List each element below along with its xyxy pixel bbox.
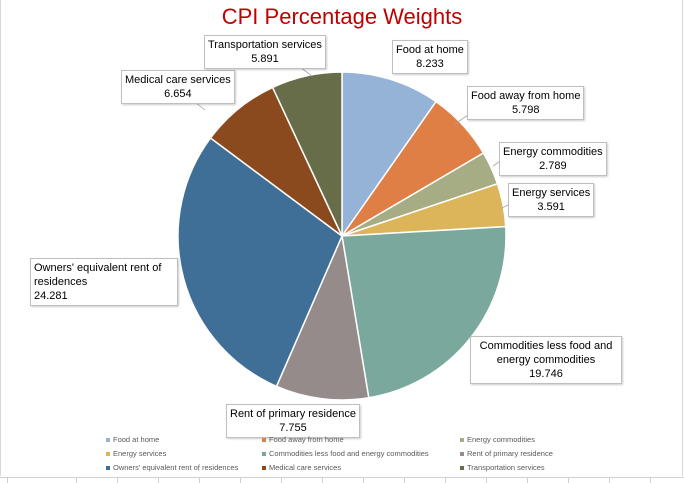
- legend-item[interactable]: Energy services: [106, 449, 166, 458]
- pie-chart: [177, 66, 509, 401]
- legend-swatch: [460, 466, 464, 471]
- legend-swatch: [106, 452, 110, 457]
- leader-line: [492, 161, 500, 167]
- data-label: Food at home 8.233: [392, 40, 468, 74]
- legend-swatch: [262, 438, 266, 443]
- legend-swatch: [460, 438, 464, 443]
- legend-label: Commodities less food and energy commodi…: [269, 449, 429, 458]
- legend-item[interactable]: Energy commodities: [460, 435, 535, 444]
- legend-swatch: [106, 466, 110, 471]
- data-label: Energy commodities 2.789: [499, 142, 607, 176]
- data-label-name: Energy commodities: [503, 146, 603, 158]
- data-label-value: 24.281: [34, 290, 68, 302]
- legend-item[interactable]: Owners' equivalent rent of residences: [106, 463, 238, 472]
- chart-title: CPI Percentage Weights: [221, 4, 463, 29]
- data-label-name: Commodities less food and energy commodi…: [479, 340, 613, 366]
- legend-label: Owners' equivalent rent of residences: [113, 463, 239, 472]
- legend-label: Medical care services: [269, 463, 342, 472]
- data-label-value: 3.591: [537, 201, 565, 213]
- legend-swatch: [106, 438, 110, 443]
- data-label-value: 2.789: [539, 160, 567, 172]
- data-label: Owners' equivalent rent of residences 24.…: [30, 258, 178, 306]
- data-label-name: Food at home: [396, 44, 464, 56]
- data-label: Commodities less food and energy commodi…: [470, 336, 622, 384]
- data-label: Transportation services 5.891: [204, 35, 326, 69]
- pie-slice-transportation-services[interactable]: [271, 71, 343, 237]
- legend-label: Food at home: [113, 435, 160, 444]
- data-label-value: 5.891: [251, 53, 279, 65]
- legend-item[interactable]: Food at home: [106, 435, 159, 444]
- data-label-value: 6.654: [164, 88, 192, 100]
- data-label: Energy services 3.591: [508, 183, 595, 217]
- pie-slice-owners-equivalent-rent-of-residences[interactable]: [177, 136, 343, 388]
- data-label-value: 8.233: [416, 58, 444, 70]
- data-label-name: Transportation services: [208, 39, 322, 51]
- legend-swatch: [460, 452, 464, 457]
- sheet-gridline: [0, 477, 684, 483]
- leader-line: [501, 204, 509, 209]
- data-label-value: 19.746: [529, 368, 563, 380]
- data-label-name: Energy services: [512, 187, 591, 199]
- legend: Food at home Food away from home Energy co…: [0, 432, 684, 476]
- pie-slice-rent-of-primary-residence[interactable]: [275, 233, 370, 401]
- legend-item[interactable]: Commodities less food and energy commodi…: [262, 449, 429, 458]
- legend-label: Food away from home: [269, 435, 344, 444]
- legend-label: Energy commodities: [467, 435, 535, 444]
- legend-item[interactable]: Transportation services: [460, 463, 545, 472]
- data-label-name: Medical care services: [125, 74, 231, 86]
- legend-label: Energy services: [113, 449, 167, 458]
- legend-item[interactable]: Medical care services: [262, 463, 341, 472]
- legend-item[interactable]: Food away from home: [262, 435, 344, 444]
- data-label: Rent of primary residence 7.755: [226, 404, 360, 438]
- legend-swatch: [262, 466, 266, 471]
- data-label: Medical care services 6.654: [121, 70, 235, 104]
- legend-item[interactable]: Rent of primary residence: [460, 449, 553, 458]
- legend-label: Rent of primary residence: [467, 449, 553, 458]
- legend-swatch: [262, 452, 266, 457]
- data-label-name: Food away from home: [471, 90, 581, 102]
- data-label-name: Owners' equivalent rent of residences: [34, 262, 162, 288]
- data-label-value: 5.798: [511, 104, 540, 116]
- leader-line: [454, 114, 469, 125]
- pie-slice-food-at-home[interactable]: [341, 71, 438, 239]
- data-label-name: Rent of primary residence: [230, 408, 356, 420]
- data-label-value: 7.755: [279, 422, 307, 434]
- data-label: Food away from home 5.798: [467, 86, 585, 120]
- legend-label: Transportation services: [467, 463, 545, 472]
